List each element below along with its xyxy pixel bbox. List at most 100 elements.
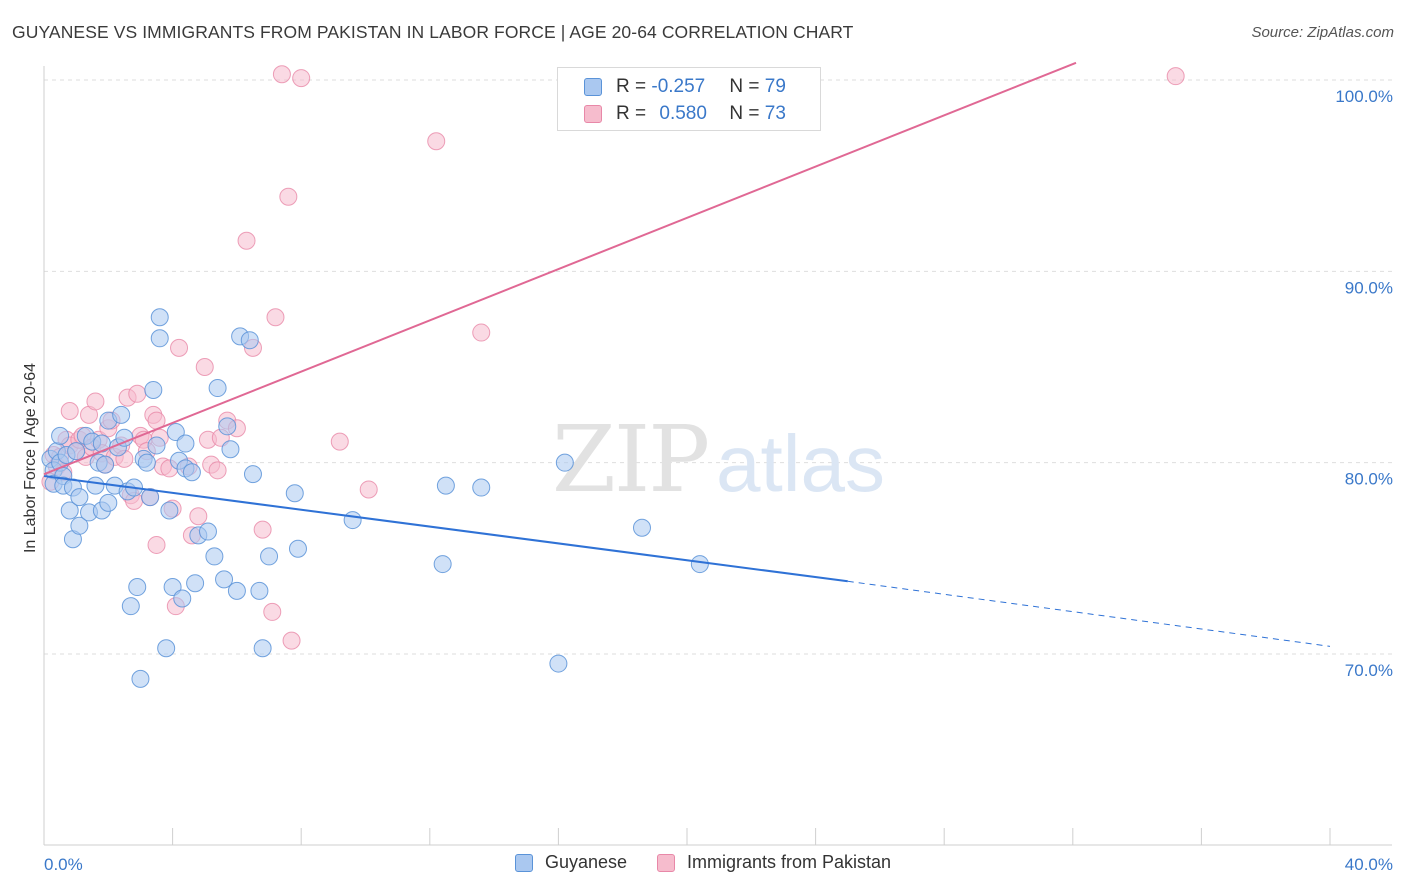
guyanese-point [205, 547, 224, 566]
pakistan-point [1166, 67, 1185, 86]
legend-r-value: -0.257 [651, 76, 706, 97]
pakistan-point [330, 432, 349, 451]
source-label: Source: ZipAtlas.com [1251, 24, 1394, 41]
guyanese-point [112, 405, 131, 424]
guyanese-point [549, 654, 568, 673]
guyanese-point [186, 574, 205, 593]
pakistan-point [253, 520, 272, 539]
pakistan-point [263, 602, 282, 621]
guyanese-point [137, 453, 156, 472]
guyanese-point [632, 518, 651, 537]
legend-label-pakistan: Immigrants from Pakistan [687, 852, 892, 872]
stats-legend: R = -0.257 N = 79 R = 0.580 N = 73 [557, 67, 821, 131]
guyanese-point [436, 476, 455, 495]
pakistan-point [292, 69, 311, 88]
guyanese-point [121, 597, 140, 616]
watermark-zip: ZIP [552, 406, 708, 513]
pakistan-point [189, 507, 208, 526]
guyanese-point [288, 539, 307, 558]
pakistan-point [147, 535, 166, 554]
pakistan-trend-line [43, 61, 1077, 476]
y-tick-label: 80.0% [1345, 470, 1393, 489]
legend-label-guyanese: Guyanese [544, 852, 627, 872]
guyanese-point [240, 331, 259, 350]
guyanese-point [131, 669, 150, 688]
pakistan-point [237, 231, 256, 250]
guyanese-trend-line [43, 475, 848, 583]
guyanese-point [147, 436, 166, 455]
guyanese-point [285, 484, 304, 503]
pakistan-point [128, 384, 147, 403]
guyanese-point [150, 308, 169, 327]
legend-item-pakistan: Immigrants from Pakistan [657, 852, 891, 873]
y-axis-label: In Labor Force | Age 20-64 [22, 363, 39, 553]
gridlines [44, 79, 1392, 655]
pakistan-point [282, 631, 301, 650]
guyanese-point [227, 581, 246, 600]
pakistan-point [272, 65, 291, 84]
guyanese-point [218, 417, 237, 436]
y-tick-label: 70.0% [1345, 661, 1393, 680]
guyanese-point [690, 555, 709, 574]
legend-swatch-blue [584, 78, 602, 96]
guyanese-point [166, 423, 185, 442]
guyanese-point [150, 329, 169, 348]
guyanese-point [198, 522, 217, 541]
guyanese-point [70, 488, 89, 507]
legend-n-value: 79 [764, 76, 786, 97]
guyanese-point [176, 434, 195, 453]
guyanese-point [250, 581, 269, 600]
legend-r-label: R = [616, 103, 652, 124]
legend-item-guyanese: Guyanese [514, 852, 627, 873]
pakistan-point [195, 358, 214, 376]
guyanese-point [243, 465, 262, 484]
guyanese-point [141, 488, 160, 507]
guyanese-point [208, 379, 227, 398]
guyanese-point [99, 493, 118, 512]
legend-n-value: 73 [764, 103, 786, 124]
guyanese-point [86, 476, 105, 495]
guyanese-point [173, 589, 192, 608]
pakistan-point [472, 323, 491, 342]
trend-lines [43, 61, 1331, 647]
guyanese-point [343, 511, 362, 530]
pakistan-point [266, 308, 285, 327]
x-tick-label: 40.0% [1345, 855, 1393, 874]
guyanese-point [472, 478, 491, 497]
guyanese-point [433, 555, 452, 574]
pakistan-point [86, 392, 105, 411]
guyanese-point [70, 516, 89, 535]
guyanese-point [260, 547, 279, 566]
tick-labels: 70.0% 80.0% 90.0% 100.0% 0.0% 40.0% [44, 87, 1393, 874]
guyanese-trend-extension [847, 580, 1331, 647]
guyanese-point [96, 455, 115, 474]
guyanese-point [221, 440, 240, 459]
guyanese-point [163, 578, 182, 597]
guyanese-point [160, 501, 179, 520]
pakistan-point [279, 187, 298, 206]
guyanese-point [253, 639, 272, 658]
x-tick-label: 0.0% [44, 855, 83, 874]
guyanese-point [555, 453, 574, 472]
legend-row-guyanese: R = -0.257 N = 79 [558, 74, 786, 100]
legend-r-label: R = [616, 76, 652, 97]
guyanese-point [182, 463, 201, 482]
legend-swatch-pink [657, 853, 675, 872]
guyanese-point [157, 639, 176, 658]
pakistan-point [208, 461, 227, 480]
guyanese-point [67, 442, 86, 461]
legend-swatch-blue [514, 853, 533, 872]
pakistan-point [359, 480, 378, 499]
watermark: ZIP atlas [552, 406, 885, 513]
legend-r-value: 0.580 [659, 103, 707, 124]
legend-n-label: N = [729, 76, 765, 97]
pakistan-point [60, 402, 79, 421]
pakistan-point [427, 132, 446, 151]
legend-swatch-pink [584, 105, 602, 123]
guyanese-point [215, 570, 234, 589]
watermark-atlas: atlas [716, 419, 885, 508]
legend-n-label: N = [729, 103, 765, 124]
y-tick-label: 100.0% [1335, 87, 1393, 106]
guyanese-point [51, 426, 70, 445]
